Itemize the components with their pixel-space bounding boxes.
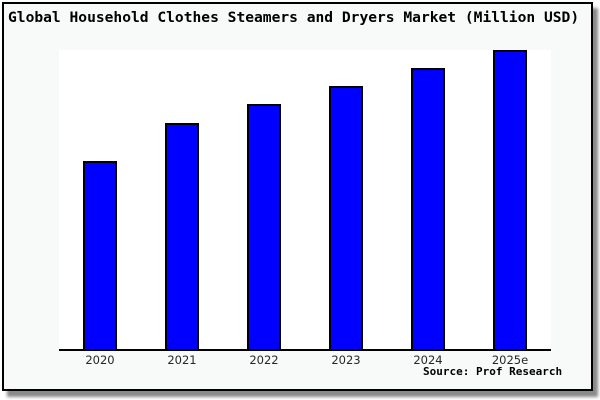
chart-title: Global Household Clothes Steamers and Dr…: [8, 9, 580, 26]
bar-2021: [165, 123, 199, 349]
bar-2025e: [493, 50, 527, 349]
bar-2024: [411, 68, 445, 349]
x-tick-2024: 2024: [413, 353, 443, 367]
plot-area: [59, 50, 551, 351]
chart-frame: Global Household Clothes Steamers and Dr…: [2, 2, 593, 391]
x-tick-2020: 2020: [85, 353, 115, 367]
x-tick-2022: 2022: [249, 353, 279, 367]
x-tick-2021: 2021: [167, 353, 197, 367]
bar-2023: [329, 86, 363, 349]
bar-2020: [83, 161, 117, 349]
bar-2022: [247, 104, 281, 349]
x-tick-2025e: 2025e: [491, 353, 529, 367]
x-tick-2023: 2023: [331, 353, 361, 367]
source-credit: Source: Prof Research: [423, 365, 563, 378]
